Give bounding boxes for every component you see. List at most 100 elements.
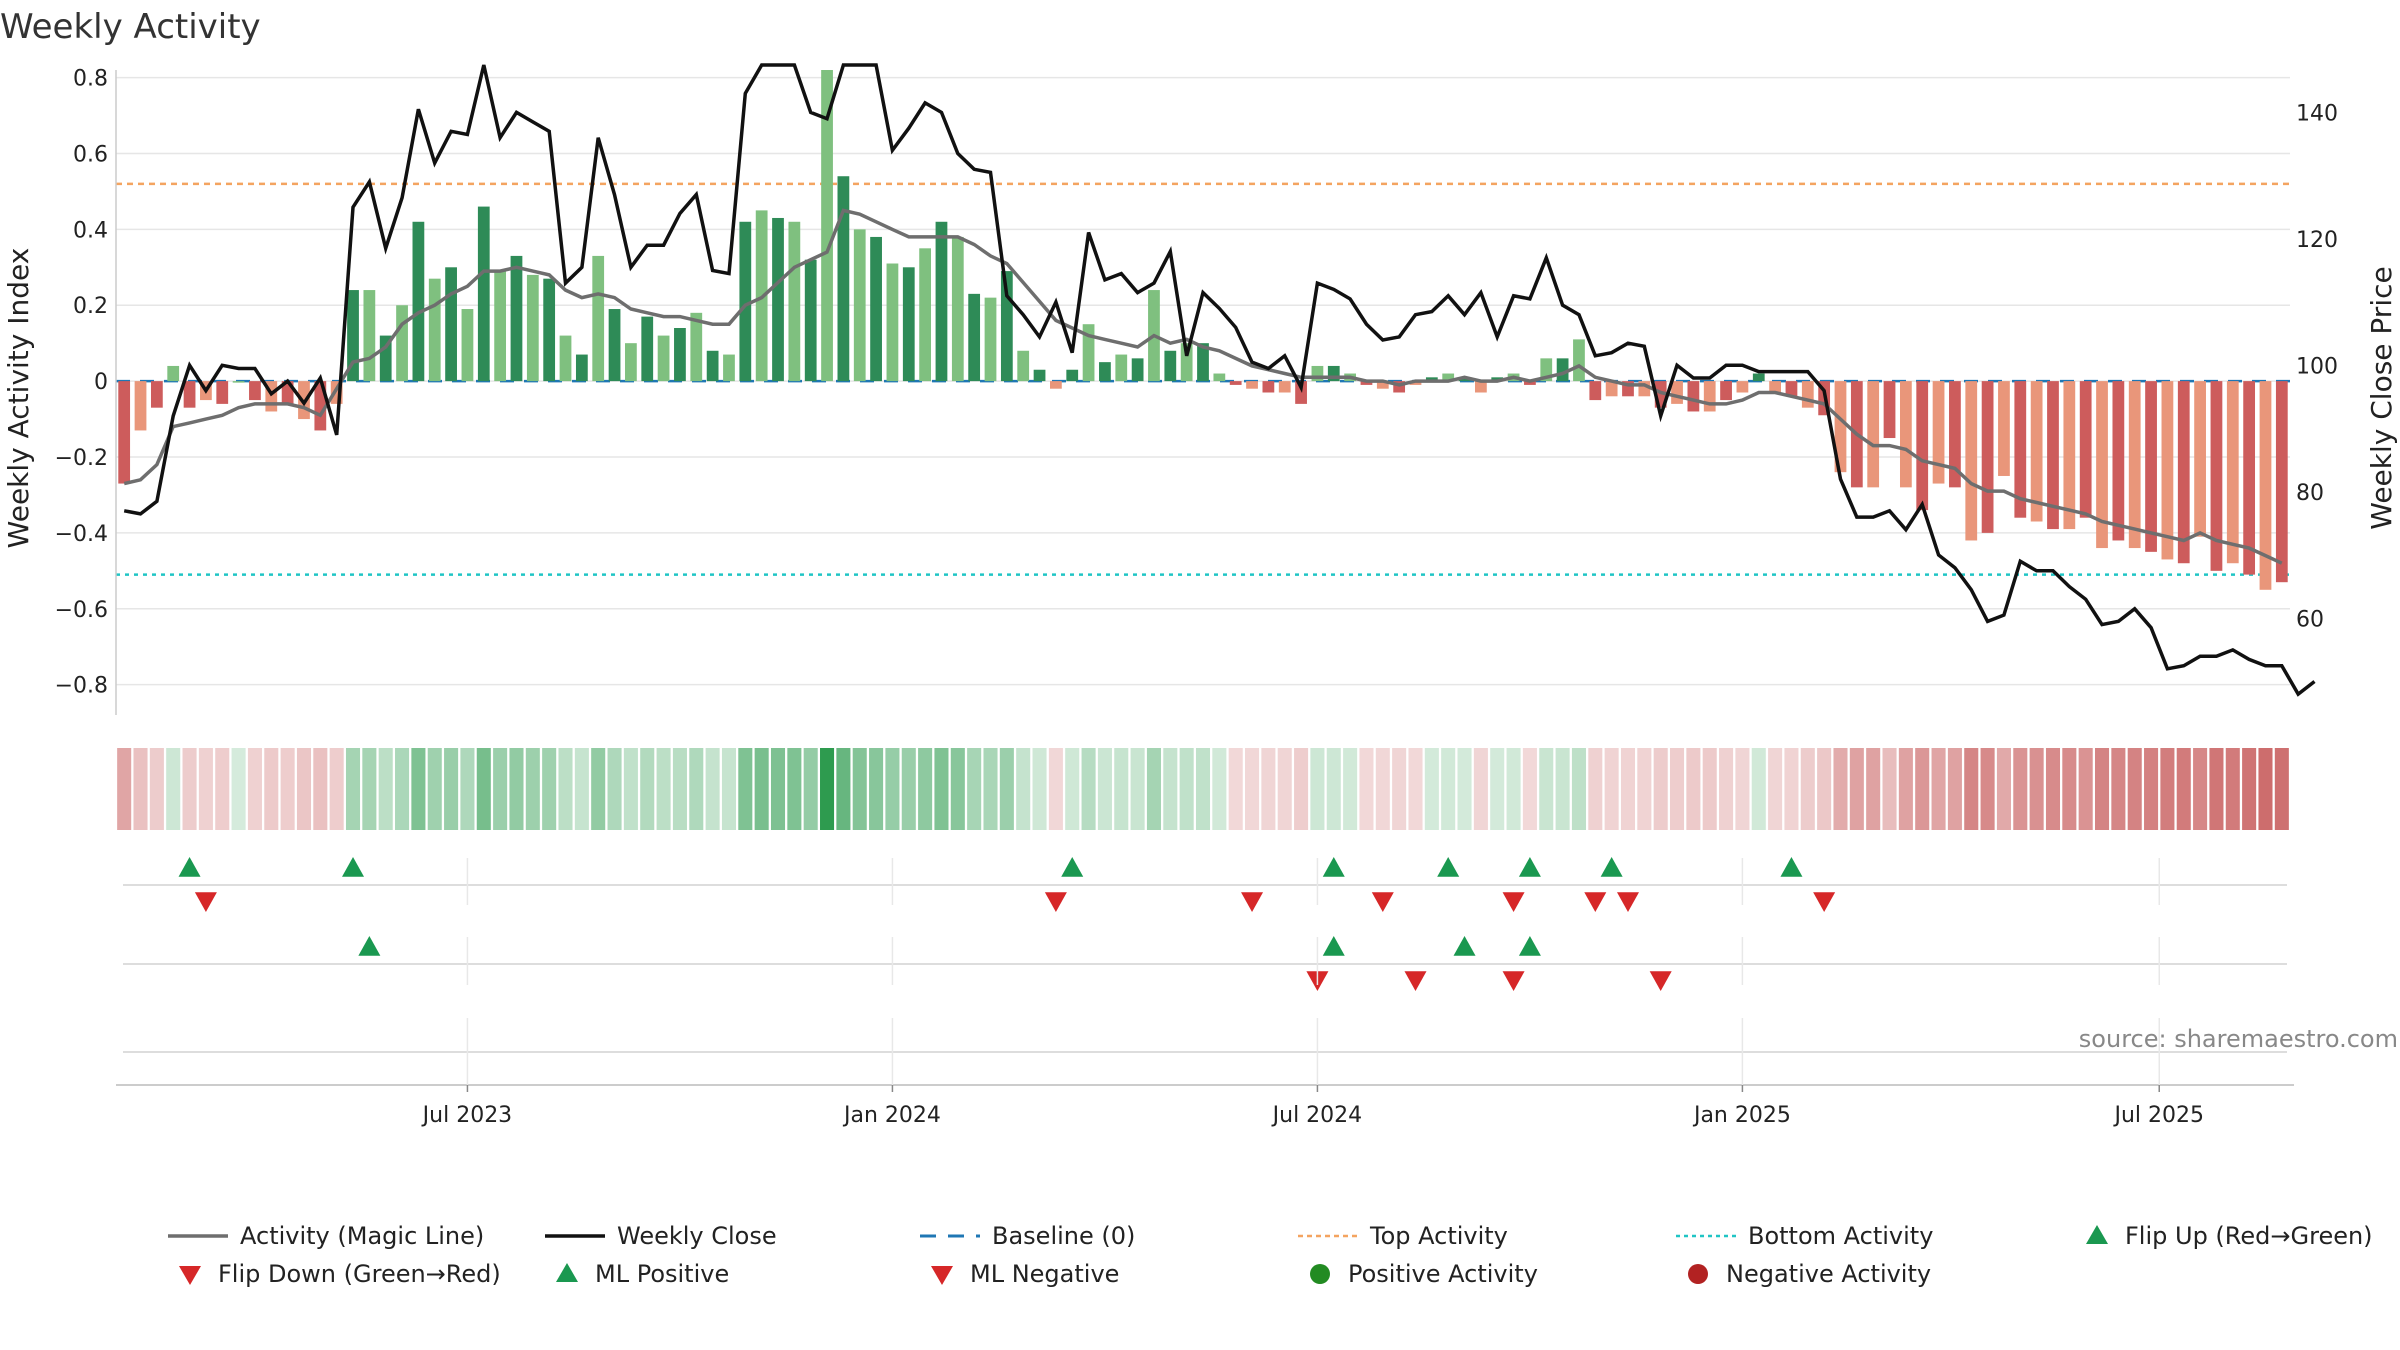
activity-bar: [1115, 354, 1128, 382]
activity-bar: [690, 312, 703, 382]
activity-bar: [1246, 381, 1258, 389]
ml-negative-marker: [1649, 971, 1672, 991]
legend-label: Baseline (0): [992, 1222, 1135, 1250]
heat-cell: [509, 748, 524, 830]
heat-cell: [1915, 748, 1930, 830]
activity-bar: [1409, 381, 1422, 385]
flip-down-marker: [1241, 892, 1264, 912]
activity-bar: [1867, 381, 1880, 488]
heat-cell: [1653, 748, 1668, 830]
activity-bar: [723, 354, 735, 382]
flip-up-marker: [342, 857, 365, 877]
activity-bar: [1278, 381, 1291, 393]
activity-bar: [1491, 377, 1504, 382]
activity-bar: [1262, 381, 1275, 393]
activity-bar: [543, 278, 556, 382]
heat-cell: [1571, 748, 1586, 830]
heat-cell: [1768, 748, 1783, 830]
activity-bar: [1442, 373, 1455, 382]
heat-cell: [1800, 748, 1815, 830]
activity-bar: [2194, 381, 2206, 537]
heat-cell: [574, 748, 589, 830]
activity-bar: [477, 206, 490, 382]
activity-bar: [2226, 381, 2239, 564]
activity-bar: [1556, 358, 1569, 382]
activity-bar: [1425, 377, 1438, 382]
x-tick-label: Jan 2025: [1692, 1103, 1791, 1128]
activity-bar: [2079, 381, 2092, 518]
heat-cell: [1490, 748, 1505, 830]
y-tick-right: 140: [2296, 101, 2338, 126]
activity-bar: [1949, 381, 1961, 488]
y-axis-left-label: Weekly Activity Index: [2, 248, 35, 549]
activity-bar: [216, 381, 229, 404]
legend-swatch-down: [179, 1266, 201, 1285]
heat-cell: [1048, 748, 1063, 830]
flip-up-marker: [1061, 857, 1084, 877]
legend-item-mlneg: ML Negative: [931, 1260, 1119, 1288]
heat-cell: [1408, 748, 1423, 830]
activity-bar: [330, 381, 343, 404]
heat-cell: [1343, 748, 1358, 830]
activity-bar: [1801, 381, 1814, 408]
activity-bar: [1327, 365, 1340, 382]
activity-bar: [2096, 381, 2108, 549]
heat-cell: [313, 748, 328, 830]
heat-cell: [1539, 748, 1554, 830]
x-tick-label: Jul 2023: [421, 1103, 513, 1128]
heat-cell: [476, 748, 491, 830]
activity-bar: [1883, 381, 1896, 439]
heat-cell: [1294, 748, 1309, 830]
heat-cell: [950, 748, 965, 830]
activity-bar: [935, 221, 948, 382]
y-tick-right: 80: [2296, 481, 2324, 506]
activity-bar: [1671, 381, 1683, 404]
activity-bar: [2243, 381, 2256, 575]
legend-label: Flip Down (Green→Red): [218, 1260, 501, 1288]
heat-cell: [215, 748, 230, 830]
heat-cell: [1833, 748, 1848, 830]
heat-cell: [1947, 748, 1962, 830]
activity-bar: [1654, 381, 1667, 408]
heat-cell: [901, 748, 916, 830]
heat-cell: [1392, 748, 1407, 830]
activity-bar: [1752, 373, 1765, 382]
activity-bar: [1785, 381, 1798, 397]
heat-cell: [1588, 748, 1603, 830]
heat-cell: [231, 748, 246, 830]
flip-down-marker: [1813, 892, 1836, 912]
activity-bar: [2145, 381, 2157, 552]
activity-bar: [592, 255, 605, 382]
activity-bar: [150, 381, 163, 408]
heat-cell: [2045, 748, 2061, 830]
heat-cell: [770, 748, 786, 830]
flip-down-marker: [1044, 892, 1067, 912]
legend-item-magic: Activity (Magic Line): [168, 1222, 484, 1250]
activity-bar: [1998, 381, 2010, 476]
heat-cell: [1326, 748, 1341, 830]
activity-bar: [1589, 381, 1602, 401]
activity-bar: [1197, 343, 1209, 382]
activity-heat-strip: [117, 748, 2289, 830]
heat-cell: [1359, 748, 1374, 830]
heat-cell: [1032, 748, 1047, 830]
heat-cell: [525, 748, 540, 830]
activity-bar: [1393, 381, 1406, 393]
activity-bar: [559, 335, 572, 382]
heat-cell: [1506, 748, 1521, 830]
legend-label: ML Positive: [595, 1260, 729, 1288]
heat-cell: [329, 748, 344, 830]
activity-bar: [2275, 381, 2288, 583]
flip-down-marker: [1616, 892, 1639, 912]
legend-swatch-down: [931, 1266, 953, 1285]
activity-bar: [1311, 365, 1324, 382]
heat-cell: [1898, 748, 1913, 830]
y-tick-left: −0.4: [55, 522, 108, 547]
activity-bar: [739, 221, 752, 382]
heat-cell: [1719, 748, 1734, 830]
activity-bar: [510, 255, 523, 382]
heat-cell: [689, 748, 704, 830]
activity-bar: [2047, 381, 2059, 530]
heat-cell: [738, 748, 753, 830]
heat-cell: [1195, 748, 1211, 830]
